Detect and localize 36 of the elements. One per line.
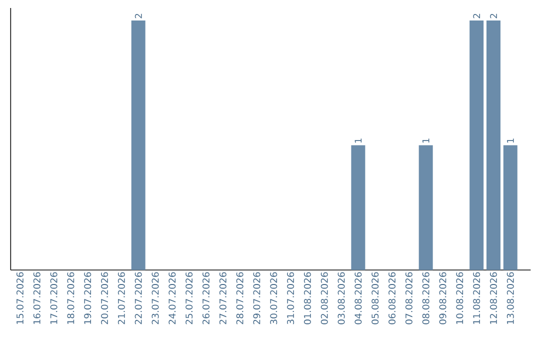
x-tick-label: 20.07.2026 — [101, 272, 108, 324]
x-tick-label: 01.08.2026 — [304, 272, 311, 324]
data-label: 1 — [422, 138, 430, 143]
x-tick-label: 08.08.2026 — [422, 272, 430, 324]
data-label: 2 — [473, 14, 480, 18]
x-tick-label: 02.08.2026 — [320, 272, 328, 324]
x-tick-label: 06.08.2026 — [388, 272, 396, 324]
data-label: 2 — [490, 14, 497, 18]
x-tick-label: 29.07.2026 — [253, 272, 260, 324]
x-tick-label: 21.07.2026 — [118, 272, 125, 324]
data-label: 1 — [507, 138, 514, 143]
x-tick-label: 13.08.2026 — [506, 272, 514, 324]
x-tick-label: 03.08.2026 — [338, 272, 345, 324]
x-tick-label: 28.07.2026 — [236, 272, 244, 324]
x-tick-label: 26.07.2026 — [202, 272, 210, 324]
x-tick-label: 31.07.2026 — [287, 272, 294, 324]
data-label: 2 — [134, 14, 142, 18]
x-tick-label: 22.07.2026 — [134, 272, 142, 324]
x-tick-label: 04.08.2026 — [354, 272, 362, 324]
x-tick-label: 27.07.2026 — [219, 272, 226, 324]
x-tick-label: 10.08.2026 — [456, 272, 464, 324]
x-tick-label: 24.07.2026 — [168, 272, 176, 324]
x-tick-label: 30.07.2026 — [270, 272, 278, 324]
x-tick-label: 18.07.2026 — [67, 272, 74, 324]
x-tick-label: 09.08.2026 — [439, 272, 446, 324]
x-tick-label: 07.08.2026 — [405, 272, 412, 324]
x-tick-label: 15.07.2026 — [16, 272, 24, 324]
data-label: 1 — [354, 138, 362, 143]
x-tick-label: 05.08.2026 — [372, 272, 379, 324]
x-tick-label: 25.07.2026 — [186, 272, 193, 324]
x-tick-label: 17.07.2026 — [50, 272, 58, 324]
x-tick-label: 23.07.2026 — [152, 272, 159, 324]
x-tick-label: 19.07.2026 — [84, 272, 92, 324]
x-tick-label: 12.08.2026 — [490, 272, 497, 324]
x-tick-label: 11.08.2026 — [473, 272, 480, 324]
x-tick-label: 16.07.2026 — [33, 272, 40, 324]
